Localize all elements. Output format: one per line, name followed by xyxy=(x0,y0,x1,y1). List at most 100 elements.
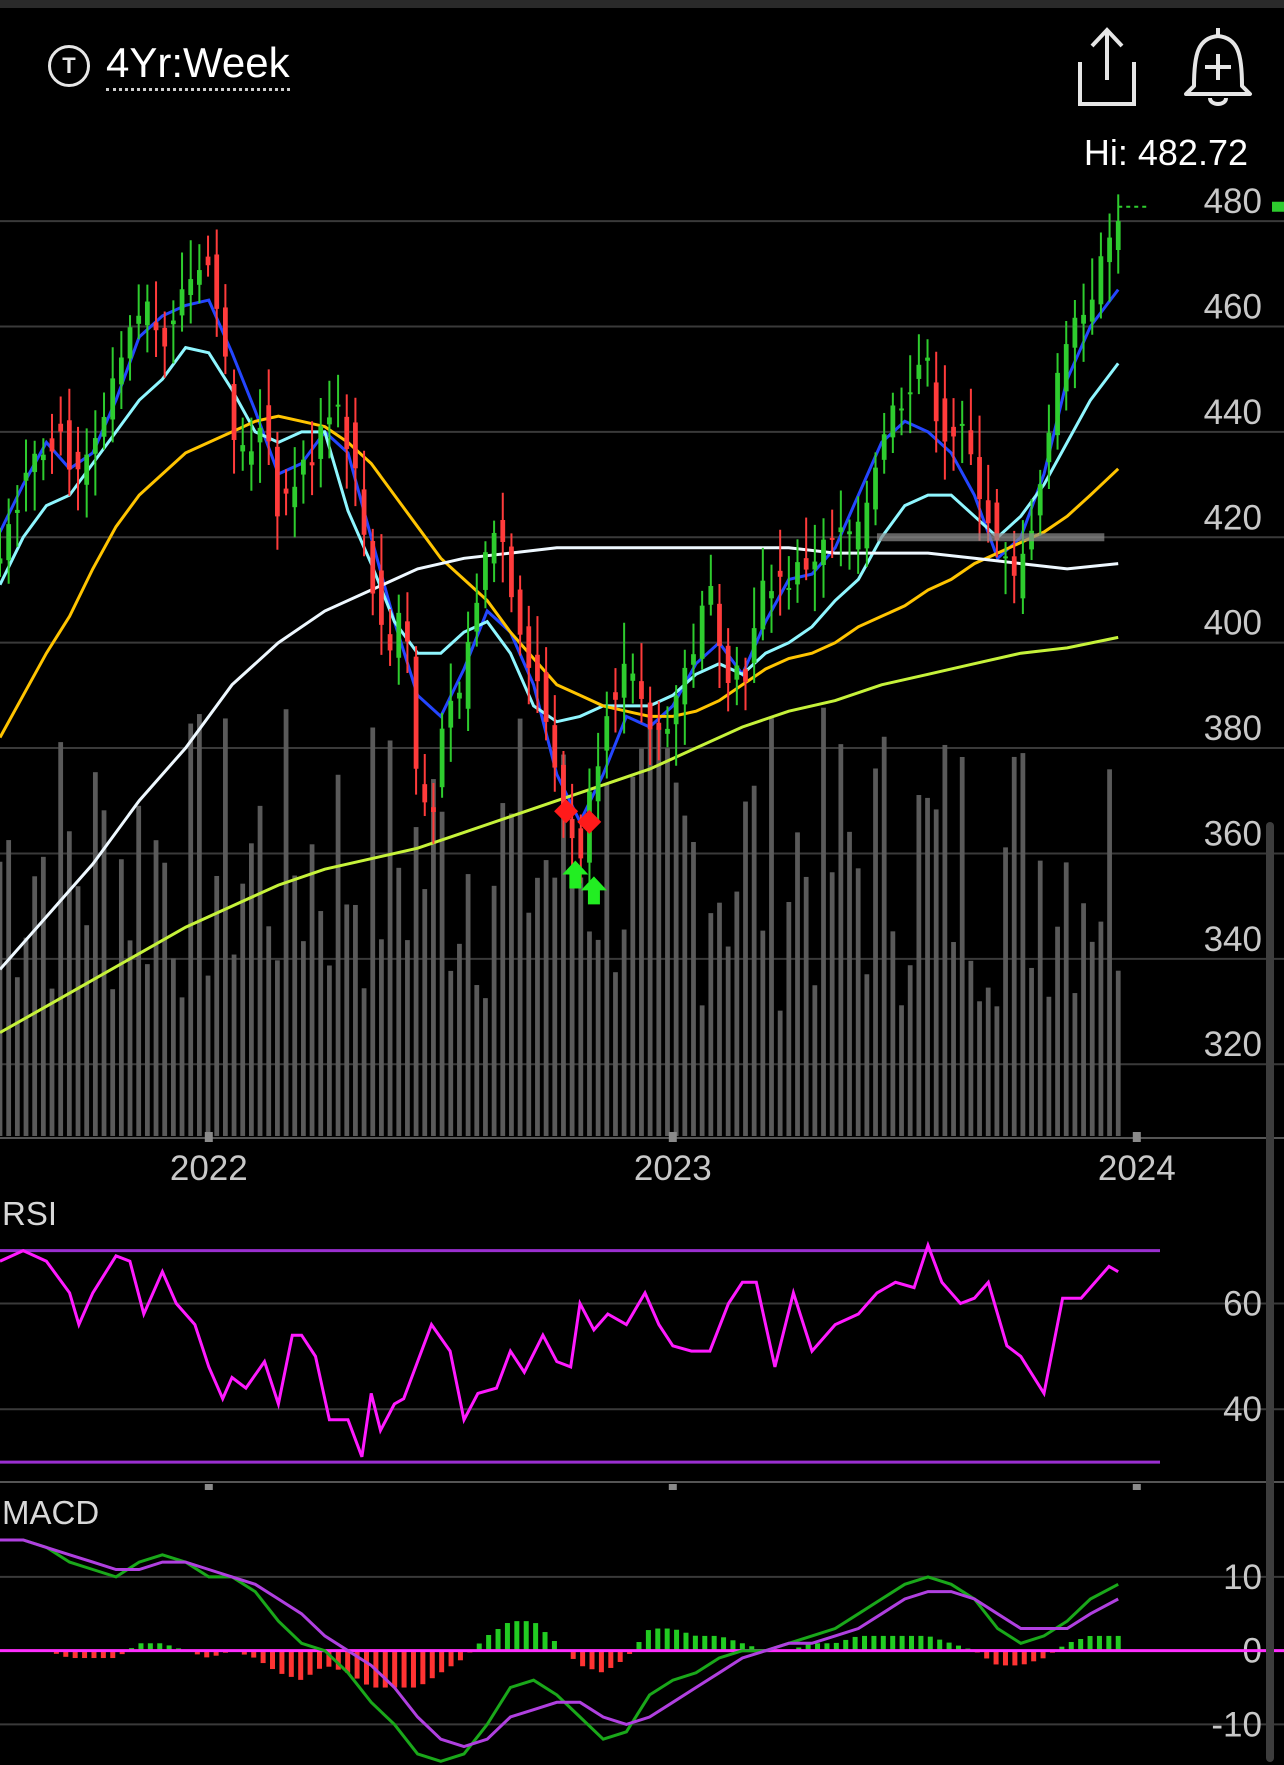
macd-tick-label: -10 xyxy=(1211,1705,1262,1744)
share-icon[interactable] xyxy=(1072,24,1142,110)
volume-bar xyxy=(925,797,930,1136)
price-tick-label: 460 xyxy=(1204,287,1262,326)
candle-body xyxy=(838,527,844,533)
volume-bar xyxy=(179,997,185,1136)
macd-histogram-bar xyxy=(721,1637,727,1651)
range-selector[interactable]: T 4Yr:Week xyxy=(48,40,290,91)
volume-bar xyxy=(205,975,211,1136)
candle-body xyxy=(1072,317,1078,348)
macd-histogram-bar xyxy=(551,1641,557,1651)
sell-signal-marker xyxy=(554,799,579,824)
volume-bar xyxy=(812,985,818,1136)
volume-bar xyxy=(786,901,792,1136)
price-tick-label: 400 xyxy=(1204,604,1262,643)
candle-body xyxy=(127,327,133,359)
volume-bar xyxy=(170,958,176,1136)
macd-histogram-bar xyxy=(533,1623,539,1651)
macd-histogram-bar xyxy=(420,1650,426,1685)
volume-bar xyxy=(49,988,55,1136)
moving-average-line xyxy=(0,414,1120,739)
price-tick-label: 440 xyxy=(1204,393,1262,432)
macd-histogram-bar xyxy=(1059,1646,1065,1651)
volume-bar xyxy=(951,942,956,1136)
candle-body xyxy=(708,585,714,605)
candle-body xyxy=(431,807,436,813)
macd-histogram-bar xyxy=(401,1650,407,1688)
macd-histogram-bar xyxy=(880,1635,886,1651)
candle-body xyxy=(214,254,220,309)
candle-body xyxy=(327,417,332,425)
macd-title: MACD xyxy=(2,1494,99,1531)
candle-body xyxy=(153,322,159,331)
macd-histogram-bar xyxy=(824,1643,830,1651)
macd-tick-label: 10 xyxy=(1223,1558,1262,1597)
volume-bar xyxy=(283,709,289,1136)
candle-body xyxy=(881,434,887,460)
volume-bar xyxy=(6,840,12,1136)
candle-body xyxy=(639,681,644,699)
bell-plus-icon[interactable] xyxy=(1180,24,1256,110)
macd-histogram-bar xyxy=(110,1650,116,1659)
macd-histogram-bar xyxy=(636,1642,642,1651)
sell-signal-marker xyxy=(577,809,602,834)
volume-bar xyxy=(249,843,254,1136)
volume-bar xyxy=(439,811,445,1136)
candle-body xyxy=(821,539,826,565)
volume-bar xyxy=(543,860,549,1136)
macd-histogram-bar xyxy=(862,1635,868,1651)
macd-histogram-bar xyxy=(147,1643,153,1651)
candle-body xyxy=(23,472,29,481)
price-tick-label: 340 xyxy=(1204,920,1262,959)
volume-bar xyxy=(1107,769,1112,1136)
time-tick-mark xyxy=(668,1132,677,1142)
macd-histogram-bar xyxy=(82,1650,88,1659)
candle-body xyxy=(621,663,627,698)
high-price-label: Hi: 482.72 xyxy=(1083,132,1248,173)
macd-histogram-bar xyxy=(871,1635,877,1651)
volume-bar xyxy=(1029,967,1034,1136)
macd-histogram-bar xyxy=(1087,1636,1093,1651)
candle-body xyxy=(535,654,540,682)
volume-bar xyxy=(84,925,90,1136)
macd-histogram-bar xyxy=(927,1636,933,1651)
macd-histogram-bar xyxy=(439,1650,445,1673)
rsi-tick-label: 40 xyxy=(1223,1390,1262,1429)
candle-body xyxy=(977,457,982,500)
volume-bar xyxy=(405,940,410,1136)
candle-body xyxy=(777,570,783,577)
volume-bar xyxy=(344,904,350,1136)
signal-markers xyxy=(554,799,607,905)
volume-bar xyxy=(491,885,497,1136)
volume-bar xyxy=(994,1006,1000,1136)
volume-bar xyxy=(474,985,480,1136)
volume-bar xyxy=(240,883,246,1136)
time-tick-mark xyxy=(1132,1132,1141,1142)
candle-body xyxy=(933,382,939,422)
macd-histogram-bar xyxy=(918,1635,924,1651)
macd-histogram-bar xyxy=(570,1650,576,1659)
range-label[interactable]: 4Yr:Week xyxy=(106,40,290,91)
macd-histogram-bar xyxy=(288,1650,294,1677)
macd-histogram-bar xyxy=(946,1642,952,1651)
candle-body xyxy=(517,589,523,635)
macd-histogram-bar xyxy=(251,1650,257,1658)
macd-histogram-bar xyxy=(580,1650,586,1667)
macd-histogram-bar xyxy=(53,1650,59,1654)
moving-average-line xyxy=(0,546,1119,971)
volume-bar xyxy=(110,989,116,1136)
macd-histogram-bar xyxy=(815,1643,821,1651)
macd-histogram-bar xyxy=(448,1650,454,1667)
volume-bar xyxy=(959,756,965,1136)
macd-histogram-bar xyxy=(63,1650,69,1657)
rsi-title: RSI xyxy=(2,1195,57,1232)
volume-bar xyxy=(526,912,532,1136)
rsi-time-tick xyxy=(668,1484,677,1490)
scrollbar[interactable] xyxy=(1266,822,1274,1762)
candle-body xyxy=(1003,556,1008,559)
volume-bar xyxy=(275,960,280,1136)
volume-bar xyxy=(266,926,272,1136)
candle-body xyxy=(40,454,46,461)
candle-body xyxy=(448,700,454,728)
